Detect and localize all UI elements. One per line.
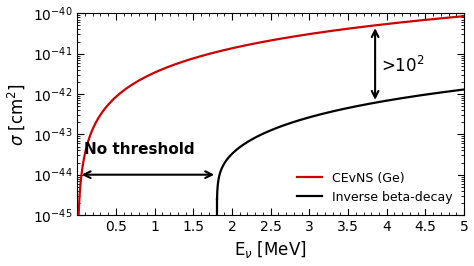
CEvNS (Ge) [75, 257, 81, 260]
Inverse beta-decay [214, 197, 220, 201]
Text: >10$^{2}$: >10$^{2}$ [381, 56, 424, 76]
CEvNS (Ge) [215, 50, 220, 53]
Line: Inverse beta-decay: Inverse beta-decay [217, 89, 464, 199]
CEvNS (Ge) [361, 25, 367, 28]
CEvNS (Ge) [303, 33, 309, 36]
Line: CEvNS (Ge): CEvNS (Ge) [78, 16, 464, 258]
Inverse beta-decay [461, 88, 467, 91]
CEvNS (Ge) [382, 23, 388, 26]
Inverse beta-decay [255, 134, 261, 138]
CEvNS (Ge) [320, 30, 326, 34]
X-axis label: E$_{\nu}$ [MeV]: E$_{\nu}$ [MeV] [235, 239, 307, 260]
Inverse beta-decay [280, 124, 286, 127]
Y-axis label: $\sigma$ [cm$^{2}$]: $\sigma$ [cm$^{2}$] [6, 83, 27, 146]
Legend: CEvNS (Ge), Inverse beta-decay: CEvNS (Ge), Inverse beta-decay [292, 167, 458, 209]
Inverse beta-decay [390, 98, 395, 101]
Text: No threshold: No threshold [84, 142, 194, 157]
CEvNS (Ge) [461, 15, 467, 18]
Inverse beta-decay [406, 95, 412, 99]
CEvNS (Ge) [94, 119, 100, 122]
Inverse beta-decay [229, 153, 235, 156]
Inverse beta-decay [246, 139, 252, 143]
